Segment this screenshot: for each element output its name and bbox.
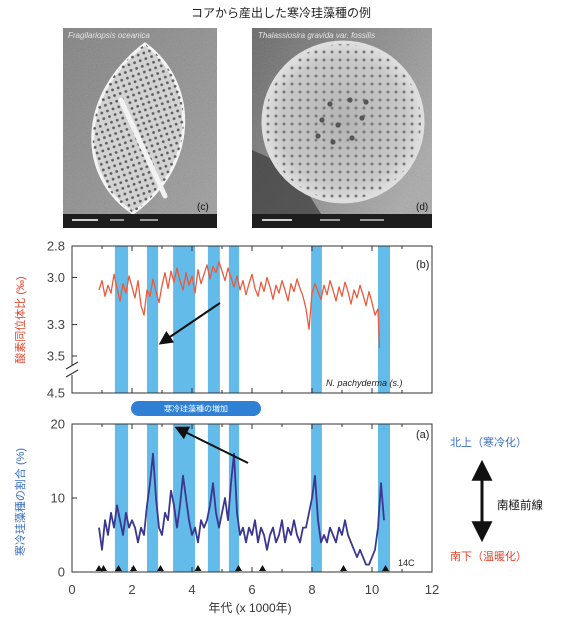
micrograph-d: Thalassiosira gravida var. fossilis (d) xyxy=(252,28,432,228)
dated-age-marker xyxy=(235,565,242,571)
x-tick-label: 10 xyxy=(365,582,379,597)
highlight-band xyxy=(378,424,390,572)
species-label-c: Fragilariopsis oceanica xyxy=(68,31,150,40)
x-tick-label: 4 xyxy=(188,582,195,597)
dated-age-marker xyxy=(259,565,266,571)
y-tick-label: 3.3 xyxy=(47,317,65,332)
x-tick-label: 2 xyxy=(128,582,135,597)
micrograph-c: Fragilariopsis oceanica (c) xyxy=(63,28,217,228)
y-tick-label: 0 xyxy=(58,565,65,580)
scale-bar-strip xyxy=(252,214,432,228)
highlight-band xyxy=(147,424,159,572)
dated-age-marker xyxy=(130,565,137,571)
x-tick-label: 8 xyxy=(308,582,315,597)
panel-label-a: (a) xyxy=(416,429,429,441)
highlight-band xyxy=(147,246,159,393)
highlight-band xyxy=(378,246,390,393)
north-shift-label: 北上（寒冷化） xyxy=(450,435,527,449)
y-tick-label: 10 xyxy=(51,491,65,506)
chart-panel: 0 10 20 0 2 4 6 8 10 12 xyxy=(51,417,440,598)
highlight-band xyxy=(114,246,129,393)
panel-label-c: (c) xyxy=(197,202,209,213)
highlight-band xyxy=(207,246,220,393)
highlight-band xyxy=(311,246,322,393)
highlight-band xyxy=(114,424,129,572)
series-line xyxy=(98,452,385,566)
dated-age-marker xyxy=(100,565,107,571)
panel-label-d: (d) xyxy=(416,202,428,213)
chart-panel: 2.8 3.0 3.3 3.5 4.5 xyxy=(47,239,433,401)
series-line xyxy=(98,261,381,349)
annotation-arrow-a xyxy=(174,426,249,464)
highlight-band xyxy=(173,424,195,572)
y-tick-label: 4.5 xyxy=(47,386,65,401)
x-axis-title: 年代 (x 1000年) xyxy=(208,601,291,615)
y-tick-label: 3.5 xyxy=(47,349,65,364)
species-label-d: Thalassiosira gravida var. fossilis xyxy=(258,31,375,40)
figure-title: コアから産出した寒冷珪藻種の例 xyxy=(191,5,371,20)
dated-age-marker xyxy=(157,565,164,571)
callout-pill xyxy=(131,401,261,416)
dated-age-marker xyxy=(95,565,103,571)
x-tick-label: 12 xyxy=(425,582,439,597)
radiocarbon-annotation: 14C xyxy=(398,558,415,568)
south-shift-label: 南下（温暖化） xyxy=(450,549,527,563)
y-axis-title-b: 酸素同位体比 (‰) xyxy=(13,276,27,363)
diatom-rod xyxy=(118,97,168,199)
highlight-band xyxy=(228,424,240,572)
x-tick-label: 0 xyxy=(68,582,75,597)
x-tick-label: 6 xyxy=(248,582,255,597)
y-tick-label: 20 xyxy=(51,417,65,432)
callout-text: 寒冷珪藻種の増加 xyxy=(164,404,228,414)
callout-badge: 寒冷珪藻種の増加 xyxy=(131,401,261,416)
highlight-band xyxy=(228,246,240,393)
front-label: 南極前線 xyxy=(497,498,543,512)
dated-age-marker xyxy=(194,565,202,571)
dated-age-marker xyxy=(382,565,389,571)
stacked-line-charts: 2.8 3.0 3.3 3.5 4.5 0 10 20 0 2 4 6 8 10 12 xyxy=(47,239,439,598)
species-annotation: N. pachyderma (s.) xyxy=(326,378,403,388)
y-axis-title-a: 寒冷珪藻種の割合 (%) xyxy=(13,448,27,556)
panel-label-b: (b) xyxy=(416,259,429,271)
y-tick-label: 3.0 xyxy=(47,270,65,285)
axis-break-mark xyxy=(65,369,79,378)
annotation-arrow-b xyxy=(158,302,221,345)
dated-age-marker xyxy=(340,565,347,571)
axis-break-mark xyxy=(65,361,79,370)
dated-age-marker xyxy=(115,565,122,571)
y-tick-label: 2.8 xyxy=(47,239,65,254)
